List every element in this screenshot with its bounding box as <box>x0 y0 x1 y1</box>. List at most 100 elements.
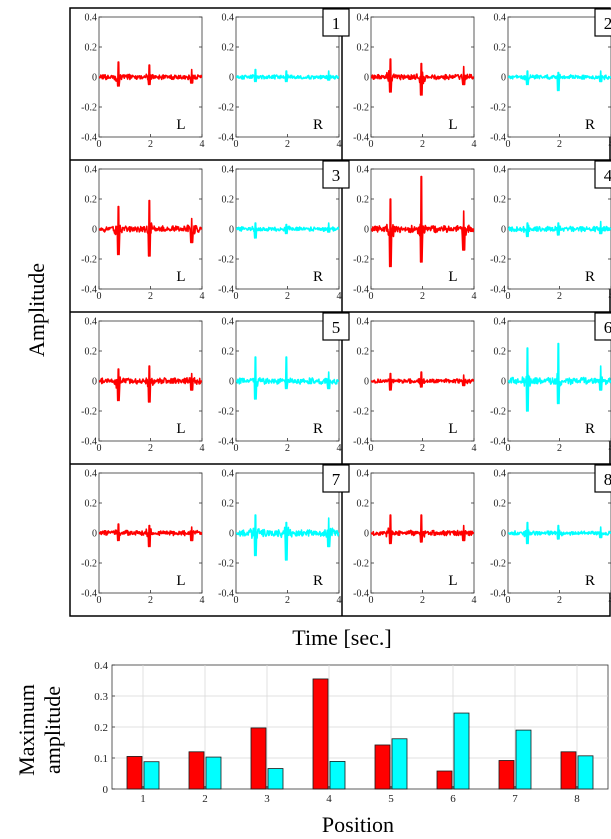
y-tick-label: -0.4 <box>81 437 97 448</box>
waveform-subplot: 0.40.20-0.2-0.40 2 4R7 <box>218 464 350 606</box>
y-tick-label: 0.2 <box>222 347 235 358</box>
y-tick-label: 0 <box>92 225 97 236</box>
x-tick-label: 4 <box>200 595 205 606</box>
waveform-subplot: 0.40.20-0.2-0.40 2 4L <box>81 13 204 151</box>
waveform-line <box>98 365 203 403</box>
y-tick-label: -0.2 <box>490 559 506 570</box>
position-number-box <box>322 464 350 493</box>
waveform-line <box>507 521 611 545</box>
bar-right-channel <box>515 729 532 790</box>
bar-x-tick-label: 5 <box>388 793 394 805</box>
y-tick-label: 0.4 <box>85 13 98 24</box>
x-tick-label: 0 <box>369 443 374 454</box>
channel-label: L <box>176 421 185 437</box>
bar-y-tick-label: 0.3 <box>94 691 108 703</box>
y-tick-label: -0.2 <box>81 103 97 114</box>
waveform-line <box>235 356 340 400</box>
y-tick-label: 0 <box>229 73 234 84</box>
y-tick-label: 0.4 <box>494 165 507 176</box>
position-number-box <box>322 8 350 37</box>
channel-label: L <box>448 269 457 285</box>
waveform-line <box>370 58 475 96</box>
y-tick-label: 0 <box>501 529 506 540</box>
y-tick-label: -0.2 <box>353 559 369 570</box>
x-tick-label: 0 <box>369 595 374 606</box>
y-tick-label: 0.4 <box>494 469 507 480</box>
y-tick-label: 0.4 <box>357 469 370 480</box>
waveform-subplot: 0.40.20-0.2-0.40 2 4R5 <box>218 312 350 454</box>
y-tick-label: -0.4 <box>490 437 506 448</box>
y-tick-label: -0.2 <box>490 255 506 266</box>
y-tick-label: 0.2 <box>494 499 507 510</box>
x-tick-label: 4 <box>609 291 611 302</box>
x-tick-label: 0 <box>234 443 239 454</box>
x-tick-label: 2 <box>420 291 425 302</box>
x-tick-label: 2 <box>148 443 153 454</box>
y-tick-label: -0.2 <box>81 255 97 266</box>
x-tick-label: 2 <box>148 291 153 302</box>
y-tick-label: 0.2 <box>85 43 98 54</box>
bar-x-tick-label: 1 <box>140 793 146 805</box>
y-tick-label: -0.4 <box>353 589 369 600</box>
position-number: 3 <box>332 166 341 185</box>
x-tick-label: 2 <box>285 443 290 454</box>
y-tick-label: 0 <box>501 377 506 388</box>
channel-label: L <box>176 573 185 589</box>
y-tick-label: -0.2 <box>353 255 369 266</box>
y-tick-label: 0.2 <box>85 347 98 358</box>
x-tick-label: 0 <box>506 595 511 606</box>
y-tick-label: 0 <box>92 377 97 388</box>
waveform-subplot: 0.40.20-0.2-0.40 2 4L <box>353 469 476 607</box>
y-tick-label: 0.4 <box>494 317 507 328</box>
y-tick-label: 0 <box>229 377 234 388</box>
y-tick-label: -0.2 <box>353 103 369 114</box>
bar-left-channel <box>250 727 267 790</box>
bar-left-channel <box>126 756 143 790</box>
y-tick-label: 0 <box>364 377 369 388</box>
position-number: 5 <box>332 318 341 337</box>
y-tick-label: 0.2 <box>357 195 370 206</box>
y-tick-label: 0 <box>92 73 97 84</box>
position-number-box <box>322 160 350 189</box>
y-tick-label: 0.4 <box>85 165 98 176</box>
bar-y-tick-label: 0.1 <box>94 753 108 765</box>
bar-left-channel <box>374 744 391 790</box>
y-tick-label: -0.2 <box>218 559 234 570</box>
x-tick-label: 2 <box>420 595 425 606</box>
channel-label: R <box>313 421 323 437</box>
x-tick-label: 4 <box>337 291 342 302</box>
waveform-subplot: 0.40.20-0.2-0.40 2 4L <box>353 165 476 303</box>
y-tick-label: -0.2 <box>490 407 506 418</box>
waveform-line <box>98 523 203 548</box>
waveform-line <box>370 371 475 391</box>
y-tick-label: 0.2 <box>494 347 507 358</box>
max-amplitude-axis-title-line1: Maximum <box>14 684 39 776</box>
y-tick-label: 0.2 <box>85 195 98 206</box>
x-tick-label: 0 <box>234 595 239 606</box>
x-tick-label: 4 <box>609 595 611 606</box>
y-tick-label: 0.4 <box>85 469 98 480</box>
y-tick-label: 0 <box>364 225 369 236</box>
x-tick-label: 4 <box>472 139 477 150</box>
y-tick-label: -0.4 <box>353 133 369 144</box>
y-tick-label: 0.4 <box>494 13 507 24</box>
waveform-line <box>370 175 475 268</box>
x-tick-label: 2 <box>420 443 425 454</box>
bar-right-channel <box>143 761 160 790</box>
x-tick-label: 4 <box>337 595 342 606</box>
waveform-subplot: 0.40.20-0.2-0.40 2 4R6 <box>490 312 611 454</box>
y-tick-label: -0.4 <box>218 437 234 448</box>
position-number: 1 <box>332 14 341 33</box>
y-tick-label: -0.4 <box>490 133 506 144</box>
x-tick-label: 0 <box>506 291 511 302</box>
x-tick-label: 0 <box>506 139 511 150</box>
position-number: 7 <box>332 470 341 489</box>
waveform-line <box>507 220 611 238</box>
max-amplitude-bar-chart: 0 0.1 0.2 0.3 0.4 1 2 3 4 5 6 7 8 <box>94 660 609 805</box>
bar-right-channel <box>453 712 470 790</box>
y-tick-label: 0.2 <box>357 43 370 54</box>
y-tick-label: -0.2 <box>218 407 234 418</box>
bar-left-channel <box>436 770 453 790</box>
waveform-subplot: 0.40.20-0.2-0.40 2 4R4 <box>490 160 611 302</box>
y-tick-label: 0.4 <box>222 469 235 480</box>
